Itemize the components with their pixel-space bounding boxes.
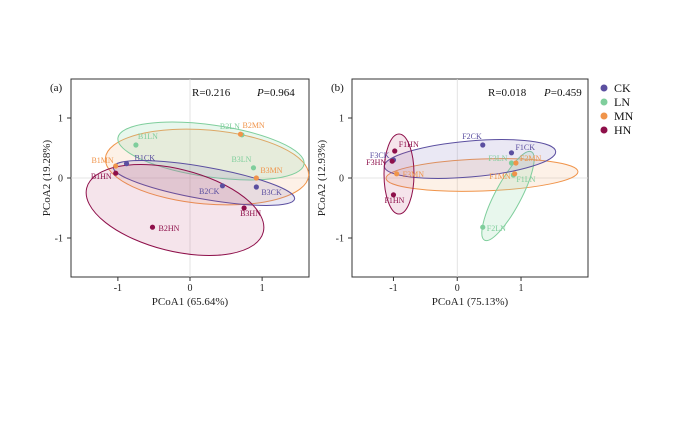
point-b1ck <box>123 161 130 167</box>
point-label-f3ln: F3LN <box>488 154 507 163</box>
y-tick-label: 0 <box>339 174 344 185</box>
point-b3mn <box>253 175 259 181</box>
x-tick-label: -1 <box>114 283 122 294</box>
point-b1ln <box>133 142 139 148</box>
point-label-f1mn: F1MN <box>489 172 511 181</box>
panel-a-x-label: PCoA1 (65.64%) <box>152 296 229 308</box>
y-tick-label: 1 <box>58 114 63 125</box>
panel-b-points: F1CK F2CK F3CK F1LN F2LN F3LN F1MN F2MN F3MN F1HN… <box>366 132 541 233</box>
panel-b-r-value: R=0.018 <box>488 87 527 99</box>
panel-a-letter: (a) <box>50 82 63 94</box>
y-tick-label: -1 <box>336 234 344 245</box>
x-tick-label: 1 <box>519 283 524 294</box>
panel-a-p-value: =0.964 <box>264 87 295 99</box>
point-label-b2hn: B2HN <box>158 224 179 233</box>
point-label-f3ck: F3CK <box>370 151 390 160</box>
panel-b-p-stat: P=0.459 <box>543 87 582 99</box>
x-tick-label: 0 <box>188 283 193 294</box>
point-label-b2ln: B2LN <box>220 122 240 131</box>
point-b1hn <box>113 170 119 176</box>
point-label-b2ck: B2CK <box>199 187 220 196</box>
point-f2ck <box>480 142 486 148</box>
point-b1mn <box>113 163 119 169</box>
point-label-f1ln: F1LN <box>516 175 535 184</box>
y-tick-label: 1 <box>339 114 344 125</box>
point-label-b3ck: B3CK <box>261 188 282 197</box>
point-f1hn <box>392 148 398 154</box>
panel-a-p-stat: P=0.964 <box>256 87 295 99</box>
point-b2ck <box>219 183 226 189</box>
panel-b-p-label: P <box>543 87 551 99</box>
legend-label-hn: HN <box>614 123 632 137</box>
panel-b-letter: (b) <box>331 82 344 94</box>
point-f2mn <box>513 160 519 166</box>
y-tick-label: 0 <box>58 174 63 185</box>
x-tick-label: 0 <box>455 283 460 294</box>
ellipse-ln-b <box>481 150 535 242</box>
point-f3hn <box>389 158 395 164</box>
legend-marker-ln <box>600 98 608 106</box>
panel-a-y-label: PCoA2 (19.28%) <box>41 139 53 216</box>
legend-marker-hn <box>600 126 608 134</box>
legend: CK LN MN HN <box>600 81 634 137</box>
panel-a-ellipses <box>85 121 310 256</box>
ellipse-hn-a <box>85 164 265 256</box>
point-f3ln <box>508 160 515 166</box>
panel-a-pcoa-plot: -1 0 1 -1 0 1 B1LN B2LN B3LN B1MN B2MN B3MN B1CK B2C… <box>41 78 310 308</box>
point-label-f2ck: F2CK <box>462 132 482 141</box>
panel-b-pcoa-plot: -1 0 1 -1 0 1 F1CK F2CK F3CK F1LN F2LN F3LN F1MN F2M… <box>316 78 589 308</box>
point-label-f3hn: F3HN <box>366 158 386 167</box>
point-label-b1mn: B1MN <box>91 156 113 165</box>
legend-label-ck: CK <box>614 81 631 95</box>
point-label-f3mn: F3MN <box>403 170 425 179</box>
point-label-f1hn: F1HN <box>384 196 404 205</box>
point-b3ck <box>253 184 259 190</box>
point-b2mn <box>237 131 244 137</box>
panel-a-p-label: P <box>256 87 264 99</box>
panel-a-r-value: R=0.216 <box>192 87 231 99</box>
point-f1hn <box>390 192 397 198</box>
legend-label-mn: MN <box>614 109 634 123</box>
legend-marker-ck <box>600 84 608 92</box>
y-tick-label: -1 <box>55 234 63 245</box>
point-b3hn <box>241 205 247 211</box>
point-label-f1hn: F1HN <box>399 140 419 149</box>
legend-marker-mn <box>600 112 608 120</box>
point-label-b1ck: B1CK <box>135 154 156 163</box>
panel-b-p-value: =0.459 <box>551 87 582 99</box>
point-f1mn <box>512 171 518 177</box>
point-f3mn <box>394 171 400 177</box>
panel-a-ticks: -1 0 1 -1 0 1 <box>55 114 265 295</box>
panel-b-ticks: -1 0 1 -1 0 1 <box>336 114 524 295</box>
panel-b-y-label: PCoA2 (12.93%) <box>316 139 328 216</box>
legend-label-ln: LN <box>614 95 630 109</box>
point-f2ln <box>480 224 486 230</box>
point-label-b2mn: B2MN <box>242 121 264 130</box>
point-label-f2mn: F2MN <box>520 154 542 163</box>
x-tick-label: 1 <box>260 283 265 294</box>
panel-b-x-label: PCoA1 (75.13%) <box>432 296 509 308</box>
x-tick-label: -1 <box>389 283 397 294</box>
point-f1ck <box>508 150 515 156</box>
panel-a-points: B1LN B2LN B3LN B1MN B2MN B3MN B1CK B2CK B3CK B1HN… <box>91 121 283 233</box>
point-label-b1hn: B1HN <box>91 172 112 181</box>
point-label-b3ln: B3LN <box>231 155 251 164</box>
point-label-b3mn: B3MN <box>260 166 282 175</box>
point-label-f2ln: F2LN <box>487 224 506 233</box>
point-b3ln <box>250 165 257 171</box>
point-b2hn <box>149 224 156 230</box>
point-label-b1ln: B1LN <box>138 132 158 141</box>
point-label-b3hn: B3HN <box>240 209 261 218</box>
point-label-f1ck: F1CK <box>515 143 535 152</box>
